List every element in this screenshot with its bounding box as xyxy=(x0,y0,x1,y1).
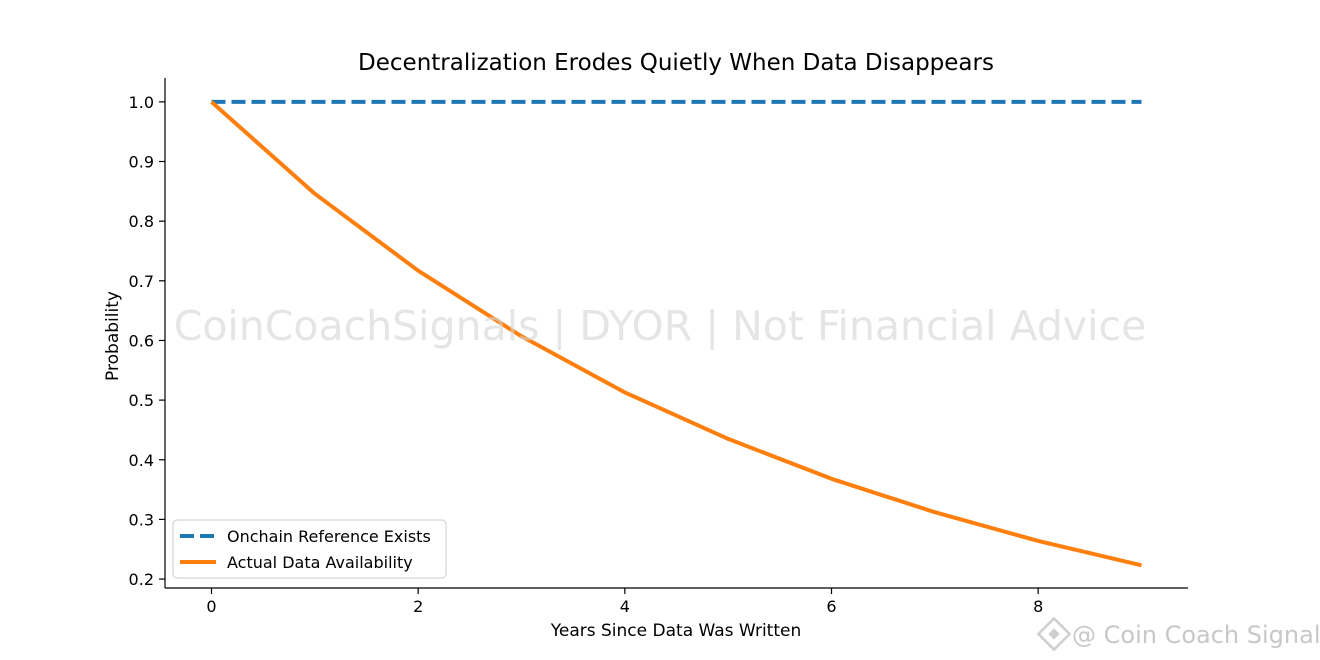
x-tick-label: 8 xyxy=(1033,597,1043,616)
binance-logo-icon xyxy=(1036,616,1072,652)
x-tick-label: 0 xyxy=(206,597,216,616)
y-tick-label: 0.4 xyxy=(129,451,154,470)
x-tick-label: 6 xyxy=(826,597,836,616)
brand-label: @ Coin Coach Signals xyxy=(1072,621,1320,649)
y-tick-label: 0.6 xyxy=(129,331,154,350)
y-tick-label: 0.3 xyxy=(129,510,154,529)
series-layer xyxy=(210,99,1142,568)
legend-label-availability: Actual Data Availability xyxy=(227,553,413,572)
watermark-text: CoinCoachSignals | DYOR | Not Financial … xyxy=(174,302,1147,350)
series-line-actual-availability xyxy=(210,100,1142,568)
y-tick-label: 0.2 xyxy=(129,570,154,589)
y-tick-label: 0.8 xyxy=(129,212,154,231)
y-tick-label: 1.0 xyxy=(129,93,154,112)
chart-title: Decentralization Erodes Quietly When Dat… xyxy=(358,50,994,76)
y-tick-label: 0.9 xyxy=(129,153,154,172)
legend-box xyxy=(172,519,447,579)
x-axis-label: Years Since Data Was Written xyxy=(550,621,801,641)
y-axis-ticks: 0.2 0.3 0.4 0.5 0.6 0.7 0.8 0.9 1.0 xyxy=(129,93,165,589)
y-tick-label: 0.5 xyxy=(129,391,154,410)
x-tick-label: 4 xyxy=(620,597,630,616)
legend: Onchain Reference Exists Actual Data Ava… xyxy=(172,519,447,579)
legend-label-onchain: Onchain Reference Exists xyxy=(227,527,431,546)
y-tick-label: 0.7 xyxy=(129,272,154,291)
y-axis-label: Probability xyxy=(103,291,123,381)
x-tick-label: 2 xyxy=(413,597,423,616)
x-axis-ticks: 0 2 4 6 8 xyxy=(206,588,1043,616)
brand-mark: @ Coin Coach Signals xyxy=(1036,616,1320,652)
